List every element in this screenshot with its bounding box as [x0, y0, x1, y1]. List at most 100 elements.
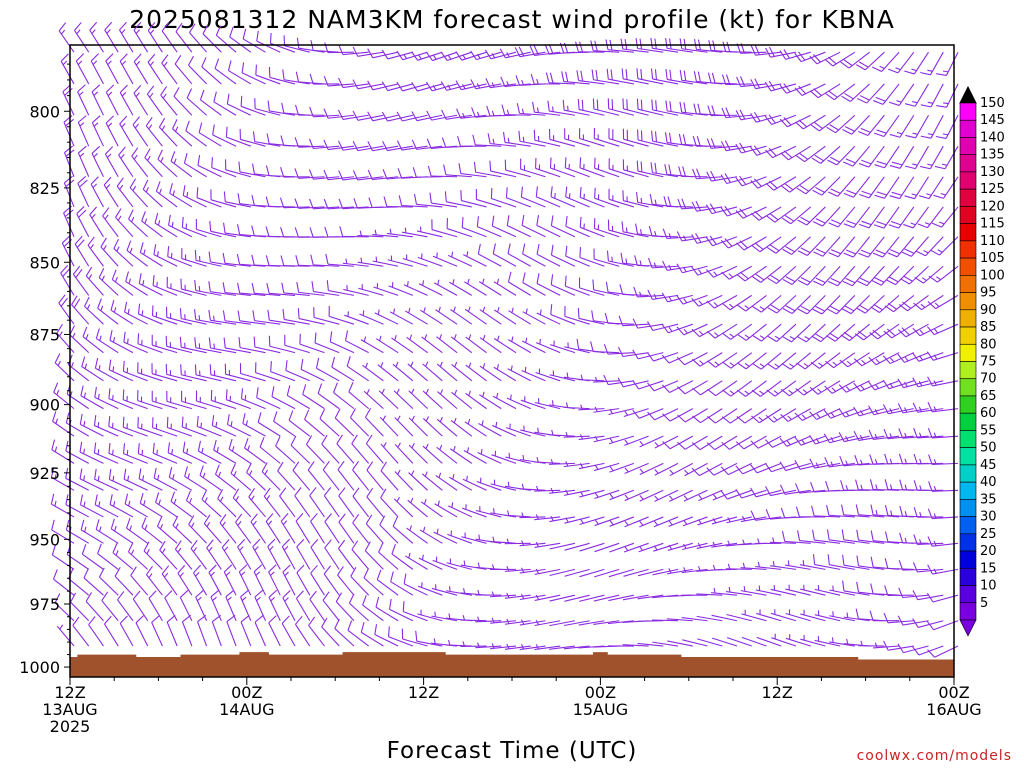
wind-barb: [593, 620, 620, 625]
wind-barb: [840, 504, 870, 518]
wind-barb: [445, 639, 472, 647]
wind-barb: [661, 380, 694, 393]
wind-barb: [268, 615, 281, 647]
wind-barb: [579, 489, 605, 498]
wind-barb: [405, 552, 428, 570]
wind-barb: [253, 564, 267, 596]
colorbar-segment: [959, 378, 977, 397]
wind-barb: [98, 268, 119, 296]
wind-barb: [507, 336, 532, 354]
wind-barb: [380, 488, 399, 518]
wind-barb: [214, 464, 237, 491]
wind-barb: [653, 516, 679, 528]
wind-barb: [609, 542, 635, 553]
wind-barb: [389, 308, 414, 325]
wind-barb: [608, 188, 635, 208]
wind-barb: [871, 265, 900, 286]
wind-barb: [379, 415, 399, 437]
wind-barb: [795, 506, 826, 518]
wind-barb: [116, 177, 134, 208]
wind-barb: [934, 145, 959, 170]
wind-barb: [122, 416, 148, 437]
wind-barb: [126, 240, 149, 267]
wind-barb: [897, 378, 929, 389]
wind-barb: [898, 559, 929, 571]
wind-barb: [431, 611, 458, 622]
wind-barb: [222, 252, 251, 267]
wind-barb: [889, 176, 915, 200]
wind-barb: [240, 388, 266, 410]
colorbar-segment: [959, 292, 977, 311]
wind-barb: [740, 562, 767, 570]
wind-barb: [635, 38, 664, 53]
wind-barb: [446, 558, 472, 570]
wind-barb: [89, 21, 104, 53]
wind-barb: [899, 532, 929, 544]
wind-barb: [667, 640, 693, 647]
wind-barb: [172, 119, 193, 147]
wind-barb: [478, 278, 502, 296]
wind-barb: [391, 335, 414, 354]
wind-barb: [796, 352, 826, 370]
wind-barb: [206, 539, 222, 570]
x-tick-label: 16AUG: [926, 700, 981, 719]
wind-barb: [735, 462, 767, 475]
wind-barb: [800, 635, 826, 647]
wind-barb: [564, 542, 590, 551]
wind-barb: [720, 205, 752, 217]
wind-barb: [475, 589, 502, 596]
wind-barb: [449, 445, 473, 464]
wind-barb: [168, 214, 193, 238]
wind-barb: [74, 22, 90, 53]
wind-barb: [436, 361, 458, 382]
wind-barb: [94, 357, 119, 382]
y-tick-label: 950: [29, 530, 60, 549]
wind-barb: [211, 157, 237, 178]
colorbar-segment: [959, 275, 977, 293]
wind-barb: [842, 554, 870, 570]
wind-barb: [180, 278, 207, 296]
wind-barb: [884, 585, 914, 597]
wind-barb: [211, 614, 222, 647]
wind-barb: [415, 630, 443, 647]
colorbar-bottom-arrow: [959, 619, 977, 637]
wind-barb: [115, 208, 134, 238]
wind-barb: [401, 227, 428, 238]
wind-barb: [280, 166, 310, 178]
wind-barb: [406, 525, 428, 544]
wind-barb: [741, 609, 767, 622]
wind-barb: [504, 538, 531, 545]
wind-barb: [209, 364, 237, 382]
wind-barb: [564, 489, 590, 496]
wind-barb: [449, 279, 473, 296]
wind-barb: [103, 615, 119, 647]
wind-barb: [346, 356, 369, 382]
wind-barb: [309, 590, 325, 622]
wind-barb: [60, 265, 75, 296]
colorbar-segment: [959, 550, 977, 569]
wind-barb: [63, 205, 75, 238]
wind-barb: [840, 480, 870, 491]
wind-barb: [514, 46, 546, 58]
colorbar-label: 100: [980, 268, 1005, 283]
wind-barb: [534, 398, 561, 410]
wind-barb: [108, 442, 134, 464]
wind-barb: [735, 435, 767, 450]
wind-barb: [692, 408, 723, 424]
wind-barb: [705, 203, 738, 215]
wind-barb: [797, 530, 826, 544]
wind-barb: [239, 363, 266, 382]
wind-barb: [324, 539, 340, 570]
wind-barb: [254, 615, 267, 647]
colorbar-segment: [959, 430, 977, 448]
wind-barb: [721, 408, 753, 424]
colorbar-segment: [959, 602, 977, 621]
wind-barb: [897, 643, 929, 654]
wind-barb: [174, 54, 193, 85]
wind-barb: [155, 492, 178, 518]
colorbar-segment: [959, 516, 977, 535]
wind-barb: [491, 450, 517, 464]
wind-barb: [72, 616, 90, 647]
wind-barb: [463, 251, 487, 267]
wind-barb: [222, 282, 251, 296]
